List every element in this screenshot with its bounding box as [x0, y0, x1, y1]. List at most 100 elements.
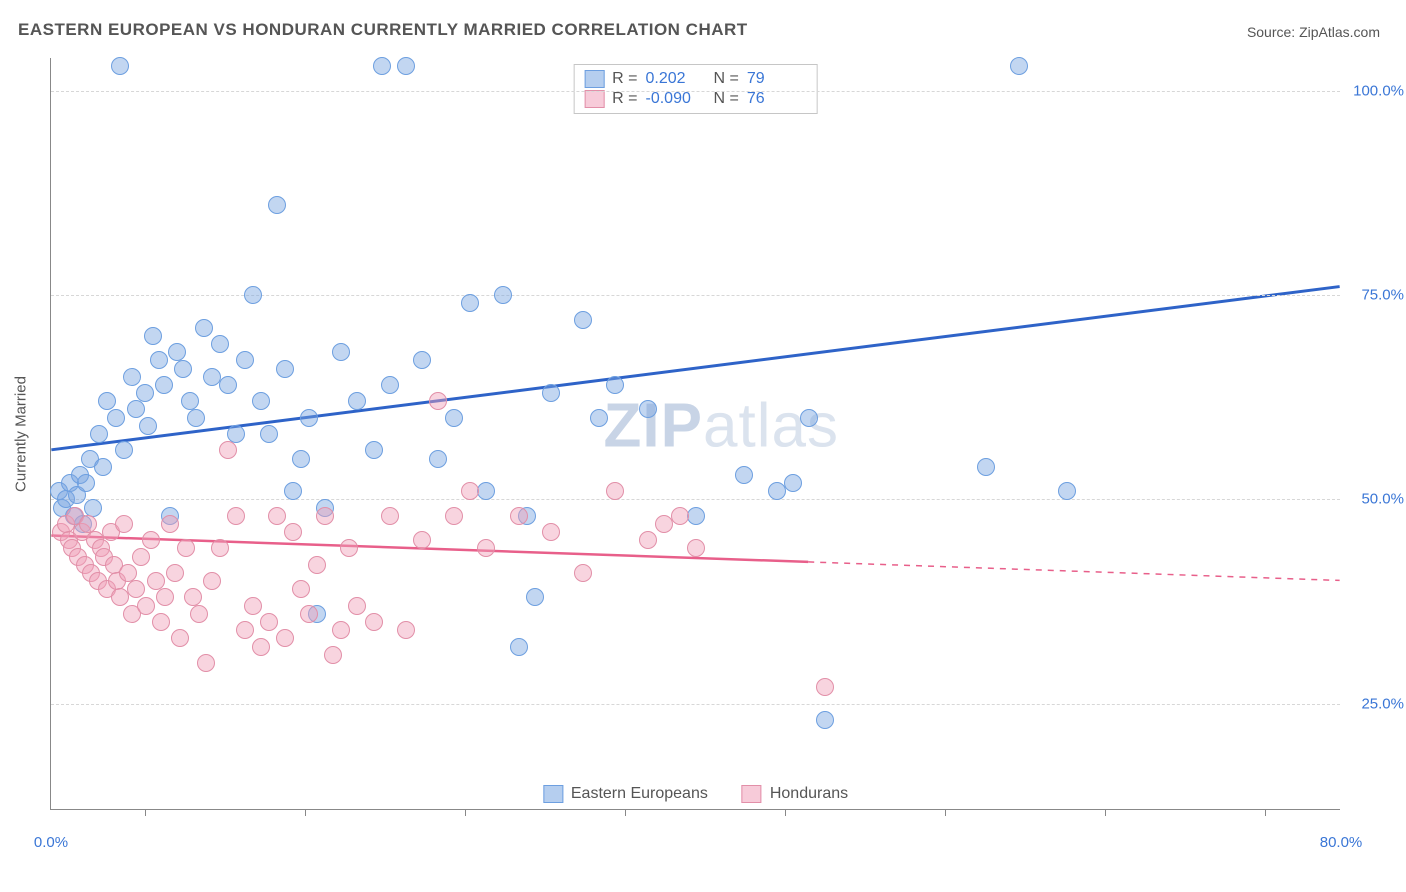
x-tick	[305, 809, 306, 816]
data-point	[252, 638, 270, 656]
data-point	[236, 621, 254, 639]
data-point	[1058, 482, 1076, 500]
data-point	[127, 580, 145, 598]
data-point	[211, 335, 229, 353]
data-point	[477, 482, 495, 500]
data-point	[768, 482, 786, 500]
data-point	[639, 400, 657, 418]
data-point	[79, 515, 97, 533]
data-point	[308, 556, 326, 574]
data-point	[606, 482, 624, 500]
data-point	[268, 196, 286, 214]
x-tick	[625, 809, 626, 816]
data-point	[292, 580, 310, 598]
data-point	[132, 548, 150, 566]
data-point	[413, 351, 431, 369]
data-point	[284, 482, 302, 500]
data-point	[244, 597, 262, 615]
data-point	[187, 409, 205, 427]
data-point	[606, 376, 624, 394]
data-point	[211, 539, 229, 557]
data-point	[381, 376, 399, 394]
x-tick	[785, 809, 786, 816]
data-point	[397, 621, 415, 639]
data-point	[244, 286, 262, 304]
x-max-label: 80.0%	[1320, 834, 1363, 851]
data-point	[156, 588, 174, 606]
data-point	[284, 523, 302, 541]
data-point	[639, 531, 657, 549]
data-point	[174, 360, 192, 378]
data-point	[365, 441, 383, 459]
data-point	[687, 507, 705, 525]
data-point	[276, 629, 294, 647]
data-point	[292, 450, 310, 468]
data-point	[115, 515, 133, 533]
data-point	[98, 392, 116, 410]
series-legend: Eastern Europeans Hondurans	[543, 785, 848, 803]
chart-title: EASTERN EUROPEAN VS HONDURAN CURRENTLY M…	[18, 20, 748, 40]
data-point	[477, 539, 495, 557]
x-tick	[945, 809, 946, 816]
data-point	[166, 564, 184, 582]
data-point	[332, 621, 350, 639]
data-point	[268, 507, 286, 525]
legend-item-blue: Eastern Europeans	[543, 785, 708, 803]
data-point	[136, 384, 154, 402]
data-point	[397, 57, 415, 75]
source-label: Source: ZipAtlas.com	[1247, 24, 1380, 40]
data-point	[445, 409, 463, 427]
data-point	[461, 482, 479, 500]
data-point	[574, 564, 592, 582]
data-point	[168, 343, 186, 361]
data-point	[139, 417, 157, 435]
swatch-blue-icon	[543, 785, 563, 803]
data-point	[197, 654, 215, 672]
data-point	[181, 392, 199, 410]
data-point	[348, 392, 366, 410]
data-point	[127, 400, 145, 418]
data-point	[590, 409, 608, 427]
correlation-row-pink: R = -0.090 N = 76	[584, 89, 807, 109]
data-point	[348, 597, 366, 615]
data-point	[316, 507, 334, 525]
data-point	[977, 458, 995, 476]
data-point	[687, 539, 705, 557]
data-point	[429, 392, 447, 410]
data-point	[1010, 57, 1028, 75]
data-point	[147, 572, 165, 590]
data-point	[332, 343, 350, 361]
data-point	[365, 613, 383, 631]
data-point	[150, 351, 168, 369]
data-point	[494, 286, 512, 304]
data-point	[260, 425, 278, 443]
y-axis-title: Currently Married	[13, 376, 30, 492]
data-point	[526, 588, 544, 606]
data-point	[735, 466, 753, 484]
correlation-row-blue: R = 0.202 N = 79	[584, 69, 807, 89]
swatch-pink-icon	[742, 785, 762, 803]
data-point	[115, 441, 133, 459]
data-point	[123, 368, 141, 386]
y-tick-label: 75.0%	[1361, 287, 1404, 304]
data-point	[429, 450, 447, 468]
x-tick	[465, 809, 466, 816]
data-point	[84, 499, 102, 517]
watermark: ZIPatlas	[604, 390, 839, 461]
data-point	[816, 678, 834, 696]
swatch-blue-icon	[584, 70, 604, 88]
data-point	[94, 458, 112, 476]
data-point	[203, 572, 221, 590]
data-point	[227, 425, 245, 443]
data-point	[119, 564, 137, 582]
scatter-plot: ZIPatlas Currently Married R = 0.202 N =…	[50, 58, 1340, 810]
data-point	[107, 409, 125, 427]
data-point	[77, 474, 95, 492]
data-point	[190, 605, 208, 623]
data-point	[161, 515, 179, 533]
data-point	[816, 711, 834, 729]
data-point	[542, 384, 560, 402]
data-point	[574, 311, 592, 329]
data-point	[227, 507, 245, 525]
data-point	[184, 588, 202, 606]
